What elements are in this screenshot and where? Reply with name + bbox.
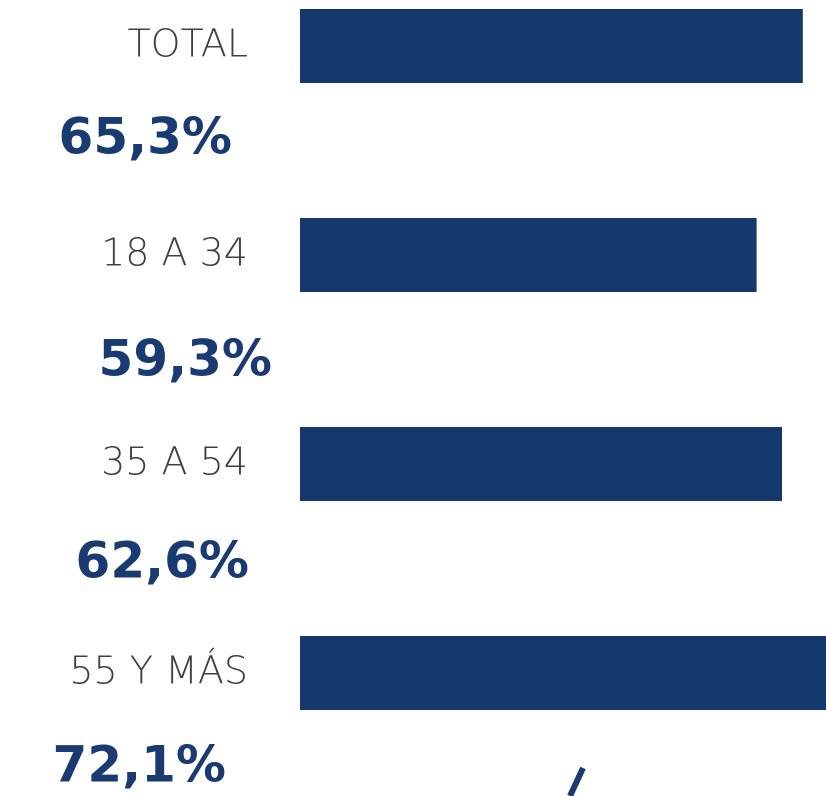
- category-label: TOTAL: [127, 22, 248, 66]
- value-label: 65,3%: [59, 108, 232, 166]
- category-label: 35 A 54: [101, 440, 248, 484]
- bar: [300, 427, 783, 501]
- value-label: 62,6%: [76, 532, 249, 590]
- value-label: 59,3%: [99, 330, 272, 388]
- value-label: 72,1%: [53, 736, 226, 794]
- bar: [300, 218, 757, 292]
- bar: [300, 636, 826, 710]
- bar: [300, 9, 803, 83]
- category-label: 18 A 34: [101, 231, 248, 275]
- category-label: 55 Y MÁS: [69, 649, 248, 693]
- decoration: [567, 766, 586, 796]
